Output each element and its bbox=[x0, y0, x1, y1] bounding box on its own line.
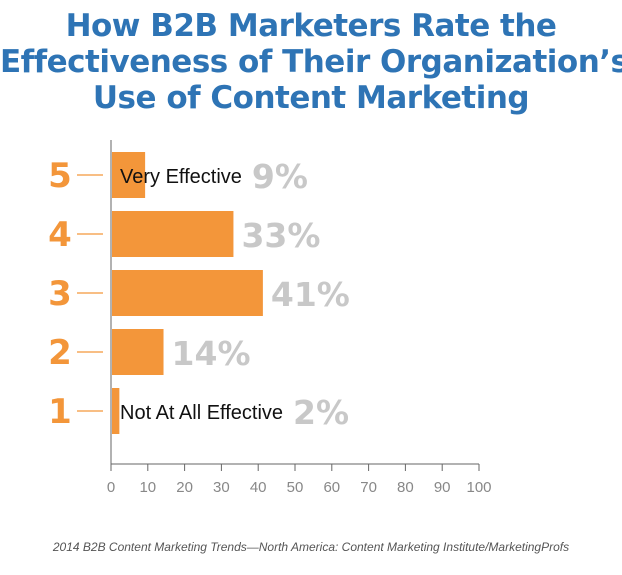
rating-label: 3 bbox=[48, 274, 72, 314]
bar bbox=[112, 211, 234, 257]
x-tick-label: 50 bbox=[287, 479, 304, 496]
x-tick-label: 90 bbox=[434, 479, 451, 496]
bar-annotation: Very Effective bbox=[120, 166, 242, 188]
chart-title: How B2B Marketers Rate the Effectiveness… bbox=[0, 8, 622, 116]
x-tick-label: 60 bbox=[323, 479, 340, 496]
chart-title-line-3: Use of Content Marketing bbox=[92, 80, 530, 116]
x-tick-label: 0 bbox=[107, 479, 115, 496]
bar bbox=[112, 329, 164, 375]
bar-annotation: Not At All Effective bbox=[120, 402, 283, 424]
x-tick-label: 30 bbox=[213, 479, 230, 496]
bar bbox=[112, 388, 120, 434]
value-label: 33% bbox=[241, 216, 320, 255]
value-label: 41% bbox=[271, 275, 350, 314]
value-label: 2% bbox=[293, 393, 349, 432]
x-tick-label: 20 bbox=[176, 479, 193, 496]
source-note: 2014 B2B Content Marketing Trends—North … bbox=[52, 540, 570, 554]
rating-label: 1 bbox=[48, 392, 72, 432]
x-tick-label: 80 bbox=[397, 479, 414, 496]
x-tick-label: 10 bbox=[139, 479, 156, 496]
value-label: 14% bbox=[172, 334, 251, 373]
rating-label: 4 bbox=[48, 215, 72, 255]
x-tick-label: 100 bbox=[466, 479, 491, 496]
chart-title-line-2: Effectiveness of Their Organization’s bbox=[0, 44, 622, 80]
bar bbox=[112, 152, 146, 198]
bar bbox=[112, 270, 263, 316]
x-tick-label: 40 bbox=[250, 479, 267, 496]
rating-label: 5 bbox=[48, 156, 72, 196]
rating-label: 2 bbox=[48, 333, 72, 373]
value-label: 9% bbox=[252, 157, 308, 196]
x-tick-label: 70 bbox=[360, 479, 377, 496]
chart-title-line-1: How B2B Marketers Rate the bbox=[65, 8, 557, 44]
